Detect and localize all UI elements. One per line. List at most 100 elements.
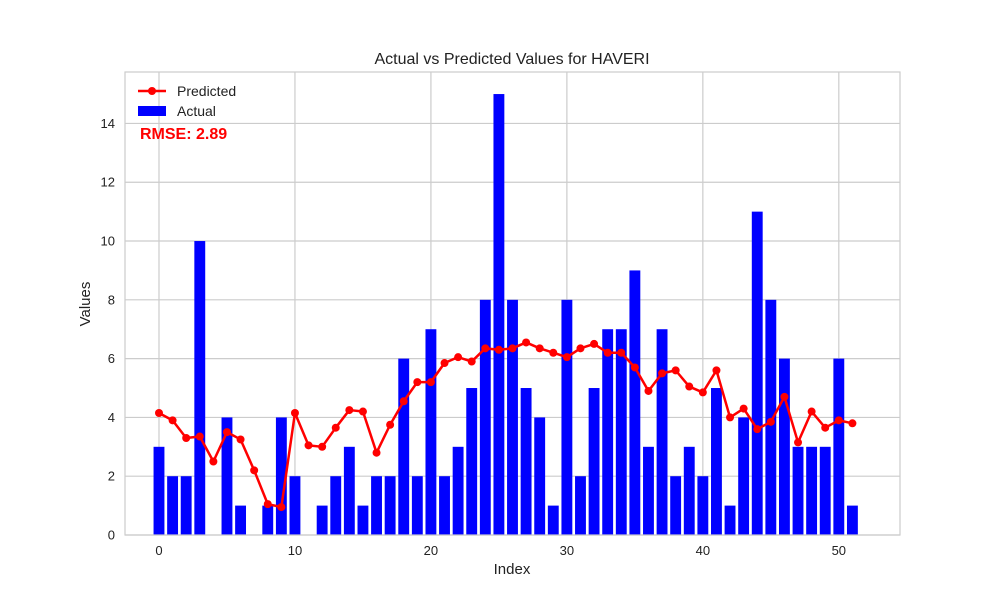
actual-bar — [275, 417, 287, 535]
actual-bar — [452, 446, 464, 535]
predicted-point — [794, 438, 803, 447]
predicted-point — [671, 366, 680, 375]
predicted-point — [413, 378, 422, 387]
predicted-point — [358, 407, 367, 416]
predicted-point — [549, 348, 558, 357]
predicted-point — [698, 388, 707, 397]
legend: Predicted Actual — [138, 83, 236, 119]
predicted-point — [658, 369, 667, 378]
chart-title: Actual vs Predicted Values for HAVERI — [374, 51, 649, 68]
actual-bar — [778, 358, 790, 535]
x-axis-label: Index — [494, 561, 531, 578]
predicted-point — [440, 359, 449, 368]
predicted-point — [508, 344, 517, 353]
y-axis-label: Values — [77, 282, 94, 327]
actual-bar — [643, 446, 654, 535]
predicted-point — [318, 442, 327, 451]
rmse-annotation: RMSE: 2.89 — [140, 126, 227, 143]
predicted-point — [644, 386, 653, 395]
actual-bar — [534, 417, 546, 535]
predicted-point — [562, 353, 571, 362]
actual-bar — [520, 388, 532, 535]
actual-bars — [153, 94, 858, 536]
predicted-point — [630, 363, 639, 372]
predicted-point — [535, 344, 544, 353]
actual-bar — [833, 358, 845, 535]
predicted-point — [766, 417, 775, 426]
actual-bar — [615, 329, 627, 535]
actual-bar — [235, 505, 247, 535]
predicted-line — [158, 341, 853, 509]
actual-bar — [289, 476, 301, 535]
actual-bar — [411, 476, 423, 535]
legend-predicted-label: Predicted — [177, 83, 236, 99]
predicted-point — [821, 423, 830, 432]
predicted-point — [780, 392, 789, 401]
actual-bar — [724, 505, 736, 535]
x-tick-label: 10 — [288, 543, 302, 558]
actual-bar — [194, 241, 206, 536]
actual-bar — [425, 329, 437, 535]
predicted-point — [481, 344, 490, 353]
y-tick-label: 2 — [108, 469, 115, 484]
y-tick-labels: 0 2 4 6 8 10 12 14 — [101, 116, 115, 543]
predicted-point — [386, 420, 395, 429]
actual-bar — [846, 505, 858, 535]
predicted-point — [603, 348, 612, 357]
predicted-point — [739, 404, 748, 413]
actual-bar — [765, 299, 777, 535]
actual-bar — [792, 446, 804, 535]
actual-bar — [683, 446, 695, 535]
predicted-point — [848, 419, 857, 428]
x-tick-label: 0 — [155, 543, 162, 558]
predicted-point — [209, 457, 218, 466]
actual-bar — [466, 388, 478, 535]
actual-bar — [575, 476, 586, 535]
predicted-line-group — [154, 338, 857, 512]
predicted-point — [372, 448, 381, 457]
predicted-point — [304, 441, 313, 450]
actual-bar — [697, 476, 709, 535]
legend-predicted-marker — [148, 87, 156, 95]
x-tick-label: 40 — [696, 543, 710, 558]
predicted-point — [399, 397, 408, 406]
actual-bar — [507, 299, 518, 535]
actual-bar — [629, 270, 641, 535]
actual-bar — [384, 476, 396, 535]
predicted-point — [494, 345, 503, 354]
actual-bar — [588, 388, 600, 535]
actual-bar — [670, 476, 682, 535]
predicted-point — [195, 432, 204, 441]
predicted-point — [154, 409, 163, 418]
actual-bar — [330, 476, 342, 535]
actual-bar — [221, 417, 233, 535]
predicted-point — [753, 425, 762, 434]
actual-bar — [262, 505, 274, 535]
actual-bar — [153, 446, 165, 535]
plot-frame — [124, 71, 901, 536]
legend-actual-label: Actual — [177, 103, 216, 119]
actual-bar — [806, 446, 818, 535]
actual-bar — [439, 476, 450, 535]
predicted-point — [467, 357, 476, 366]
predicted-point — [726, 413, 735, 422]
actual-bar — [656, 329, 668, 535]
y-tick-label: 14 — [101, 116, 115, 131]
predicted-point — [182, 433, 191, 442]
predicted-point — [685, 382, 694, 391]
predicted-point — [331, 423, 340, 432]
predicted-point — [807, 407, 816, 416]
actual-bar — [180, 476, 192, 535]
predicted-point — [290, 409, 299, 418]
actual-bar — [738, 417, 750, 535]
predicted-point — [426, 378, 435, 387]
actual-bar — [343, 446, 355, 535]
actual-bar — [493, 94, 505, 536]
actual-bar — [398, 358, 410, 535]
x-tick-label: 30 — [560, 543, 574, 558]
actual-bar — [602, 329, 614, 535]
predicted-point — [712, 366, 721, 375]
predicted-point — [222, 428, 231, 437]
predicted-point — [454, 353, 463, 362]
